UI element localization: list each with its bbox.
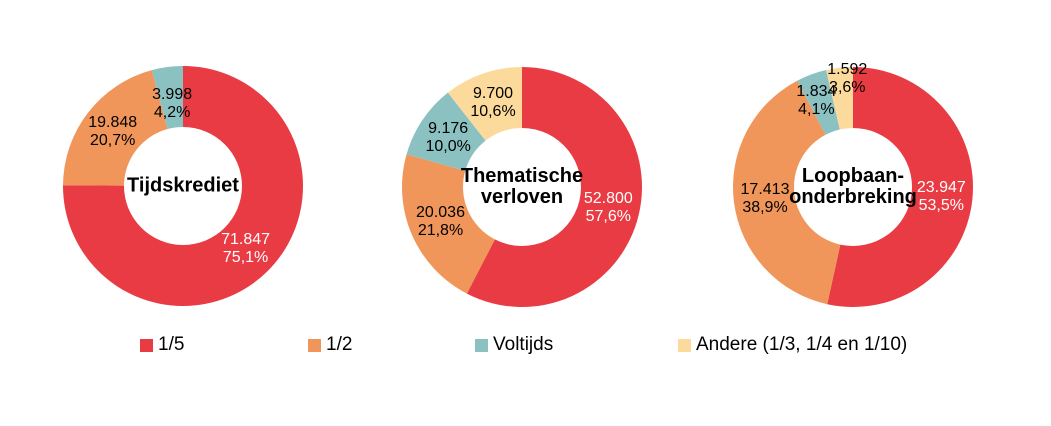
donut-slice-voltijds <box>151 66 183 130</box>
slice-percentage: 10,0% <box>425 137 471 155</box>
slice-label-1-5: 23.947 53,5% <box>917 179 966 215</box>
legend-item-1-2: 1/2 <box>308 334 352 356</box>
legend-label: Voltijds <box>493 334 554 355</box>
slice-value: 3.998 <box>152 85 193 103</box>
donut-slice-voltijds <box>406 92 486 171</box>
chart-title-line: Tijdskrediet <box>127 174 239 197</box>
donut-slice-voltijds <box>797 70 840 135</box>
slice-label-1-2: 17.413 38,9% <box>741 181 790 217</box>
donut-slice-1-2 <box>402 154 495 294</box>
donut-svg-loopbaan-onderbreking <box>733 66 973 307</box>
slice-percentage: 21,8% <box>417 222 464 240</box>
chart-title-tijdskrediet: Tijdskrediet <box>127 174 239 197</box>
slice-label-1-2: 19.848 20,7% <box>88 114 137 150</box>
donut-svg-tijdskrediet <box>62 66 303 306</box>
slice-value: 1.834 <box>796 82 837 100</box>
donut-chart-tijdskrediet: Tijdskrediet 71.847 75,1% 19.848 20,7% 3.998… <box>62 65 304 307</box>
slice-percentage: 4,1% <box>798 100 835 118</box>
chart-title-line: verloven <box>480 186 564 208</box>
slice-percentage: 53,5% <box>918 196 964 214</box>
slice-value: 19.848 <box>88 113 138 131</box>
slice-label-andere-1-3-1-4-en-1-10: 9.700 10,6% <box>470 85 515 121</box>
slice-value: 20.036 <box>416 204 465 222</box>
slice-label-voltijds: 1.834 4,1% <box>796 83 836 119</box>
donut-svg-thematische-verloven <box>402 67 642 307</box>
slice-value: 52.800 <box>583 190 633 207</box>
slice-percentage: 75,1% <box>222 249 269 266</box>
slice-label-voltijds: 3.998 4,2% <box>152 86 192 122</box>
donut-slice-andere-1-3-1-4-en-1-10 <box>447 67 522 141</box>
slice-label-1-5: 52.800 57,6% <box>584 190 633 226</box>
slice-label-andere-1-3-1-4-en-1-10: 1.592 3,6% <box>827 61 867 97</box>
legend-label: 1/2 <box>326 334 353 355</box>
chart-title-line: Thematische <box>460 165 584 187</box>
slice-value: 17.413 <box>740 180 790 198</box>
slice-value: 23.947 <box>916 178 966 196</box>
legend-swatch-teal <box>475 338 488 352</box>
chart-title-line: Loopbaan- <box>801 165 905 187</box>
donut-slice-1-2 <box>733 80 841 305</box>
donut-slice-1-5 <box>827 67 973 307</box>
legend-label: Andere (1/3, 1/4 en 1/10) <box>696 334 908 355</box>
slice-percentage: 4,2% <box>153 103 191 121</box>
legend-label: 1/5 <box>158 334 185 355</box>
slice-percentage: 10,6% <box>470 103 516 121</box>
slice-percentage: 3,6% <box>829 79 866 97</box>
slice-value: 71.847 <box>221 231 271 248</box>
chart-title-line: onderbreking <box>789 186 917 208</box>
donut-slice-1-5 <box>62 66 303 306</box>
slice-value: 9.700 <box>472 85 514 103</box>
slice-percentage: 20,7% <box>90 131 136 149</box>
legend-item-1-5: 1/5 <box>140 334 184 356</box>
slice-percentage: 38,9% <box>742 198 788 216</box>
slice-value: 9.176 <box>428 119 469 137</box>
legend-swatch-cream <box>678 338 691 352</box>
legend-item-andere: Andere (1/3, 1/4 en 1/10) <box>678 334 907 356</box>
donut-chart-thematische-verloven: Thematische verloven 52.800 57,6% 20.036 21,… <box>401 66 643 308</box>
slice-label-1-5: 71.847 75,1% <box>221 231 270 267</box>
slice-percentage: 57,6% <box>585 208 631 225</box>
donut-chart-loopbaan-onderbreking: Loopbaan-onderbreking 23.947 53,5% 17.413 3… <box>732 61 974 308</box>
donut-slice-1-5 <box>466 67 642 307</box>
chart-title-loopbaan-onderbreking: Loopbaan-onderbreking <box>789 166 917 208</box>
donut-slice-1-2 <box>63 70 168 186</box>
slice-label-voltijds: 9.176 10,0% <box>426 120 471 156</box>
legend-swatch-red <box>140 338 153 352</box>
legend-item-voltijds: Voltijds <box>475 334 553 356</box>
slice-value: 1.592 <box>827 61 868 79</box>
chart-title-thematische-verloven: Thematische verloven <box>461 166 583 208</box>
legend-swatch-orange <box>308 338 321 352</box>
slice-label-1-2: 20.036 21,8% <box>416 204 465 240</box>
donut-slice-andere-1-3-1-4-en-1-10 <box>826 66 853 130</box>
